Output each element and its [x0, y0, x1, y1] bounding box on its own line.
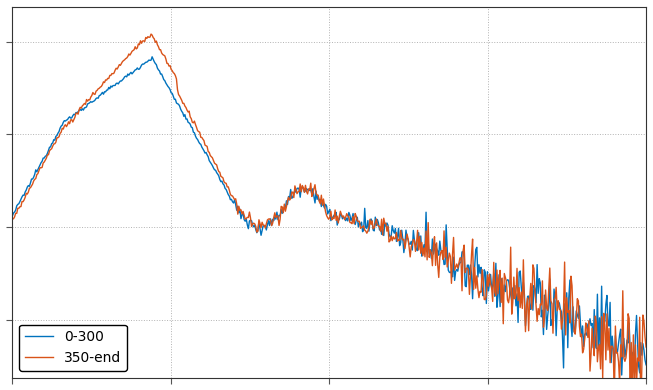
0-300 — [172, 101, 180, 105]
350-end — [383, 229, 391, 234]
0-300 — [383, 221, 391, 225]
0-300 — [486, 272, 494, 277]
350-end — [172, 76, 180, 81]
350-end — [642, 345, 650, 349]
0-300 — [8, 213, 16, 218]
0-300 — [642, 362, 650, 367]
Legend: 0-300, 350-end: 0-300, 350-end — [20, 324, 127, 370]
0-300 — [148, 55, 156, 59]
350-end — [147, 32, 155, 36]
Line: 0-300: 0-300 — [12, 57, 646, 375]
350-end — [486, 282, 494, 286]
0-300 — [121, 74, 129, 79]
350-end — [296, 182, 304, 186]
0-300 — [618, 373, 626, 378]
350-end — [121, 57, 129, 62]
350-end — [8, 217, 16, 222]
Line: 350-end: 350-end — [12, 34, 646, 390]
350-end — [433, 241, 441, 245]
0-300 — [433, 246, 441, 251]
0-300 — [296, 195, 304, 200]
